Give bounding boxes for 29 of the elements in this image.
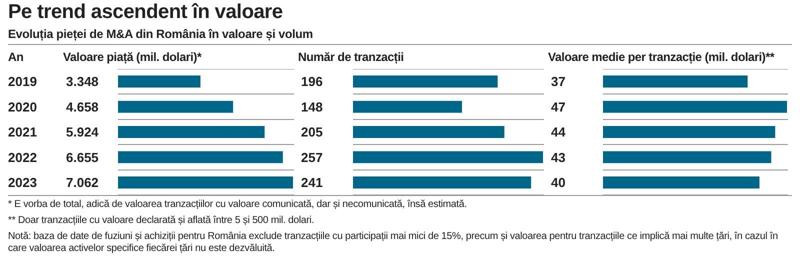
data-label: 3.348 [66,74,99,90]
text: * E vorba de total, adică de valoarea tranzacțiilor cu valoare comunicată, dar și necomunicată, însă estimată. [8,199,468,211]
data-label: 6.655 [66,150,99,165]
data-label: 37 [551,74,566,90]
data-label: 7.062 [66,174,99,190]
data-label: 40 [551,174,566,190]
y-tick-label: 2019 [8,74,37,90]
data-label: 196 [301,74,323,90]
y-tick-label: 2023 [8,174,37,190]
data-label: 257 [301,150,323,165]
chart-subtitle: Evoluția pieței de M&A din România în valoare și volum [8,26,314,43]
data-label: 47 [551,99,566,114]
y-tick-label: 2022 [8,150,37,165]
data-label: 241 [301,174,323,190]
y-axis-title: An [8,50,24,64]
y-tick-label: 2020 [8,99,37,114]
x-axis-title: Valoare medie per tranzacție (mil. dolari)** [548,50,774,64]
x-axis-title: Valoare piață (mil. dolari)* [63,50,202,64]
data-label: 4.658 [66,99,99,114]
text: Notă: baza de date de fuziuni și achiziții pentru România exclude tranzacțiile cu participații mai mici de 15%, precum și valoarea pentru tranzacțiile ce implică mai multe țări, în cazul în care valoarea activelor specifice fiecărei țări nu este dezvăluită. [8,231,779,255]
data-label: 43 [551,150,566,165]
data-label: 44 [551,124,566,140]
data-label: 205 [301,124,323,140]
data-label: 5.924 [66,124,100,140]
y-tick-label: 2021 [8,124,37,140]
data-label: 148 [301,99,323,114]
x-axis-title: Număr de tranzacții [298,50,404,64]
chart-title: Pe trend ascendent în valoare [8,0,284,25]
text: ** Doar tranzacțiile cu valoare declarată și aflată între 5 și 500 mil. dolari. [8,215,316,227]
